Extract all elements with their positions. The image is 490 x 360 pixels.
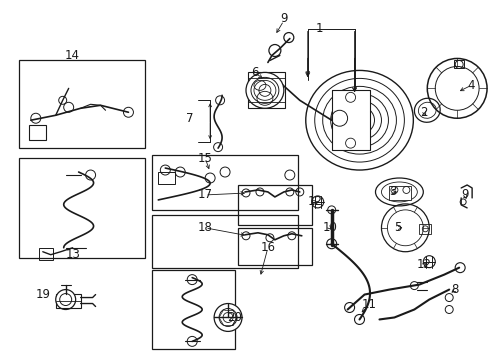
Ellipse shape	[306, 71, 414, 170]
Text: 14: 14	[65, 49, 80, 62]
Text: 17: 17	[197, 188, 213, 202]
Circle shape	[56, 289, 75, 310]
Text: 12: 12	[417, 258, 432, 271]
Bar	[238, 228, 312, 265]
Text: 4: 4	[467, 79, 475, 92]
Bar	[39, 248, 53, 260]
Text: 16: 16	[260, 241, 275, 254]
Text: 6: 6	[251, 66, 259, 79]
Text: 18: 18	[198, 221, 213, 234]
Ellipse shape	[246, 72, 284, 108]
Text: 11: 11	[362, 298, 377, 311]
Text: 2: 2	[420, 106, 428, 119]
Bar	[332, 90, 369, 150]
Text: 12: 12	[307, 195, 322, 208]
Bar	[248, 72, 285, 108]
Text: 5: 5	[394, 221, 401, 234]
Text: 10: 10	[322, 221, 337, 234]
Bar	[56, 293, 81, 307]
Text: 3: 3	[389, 185, 396, 198]
Text: 7: 7	[187, 112, 194, 125]
Bar	[238, 185, 312, 225]
Bar	[158, 172, 175, 184]
Text: 9: 9	[462, 188, 469, 202]
Text: 9: 9	[280, 12, 288, 25]
Bar	[19, 158, 146, 258]
Bar	[152, 270, 235, 349]
Bar	[29, 125, 46, 140]
Text: 13: 13	[65, 248, 80, 261]
Text: 19: 19	[35, 288, 50, 301]
Text: 15: 15	[198, 152, 213, 165]
Bar	[419, 224, 431, 234]
Text: 20: 20	[227, 311, 243, 324]
Text: 1: 1	[316, 22, 323, 35]
Bar	[19, 60, 146, 148]
Bar	[152, 215, 298, 268]
Circle shape	[214, 303, 242, 332]
Bar	[152, 155, 298, 210]
Bar	[390, 186, 412, 200]
Text: 8: 8	[451, 283, 459, 296]
Bar	[454, 60, 464, 68]
